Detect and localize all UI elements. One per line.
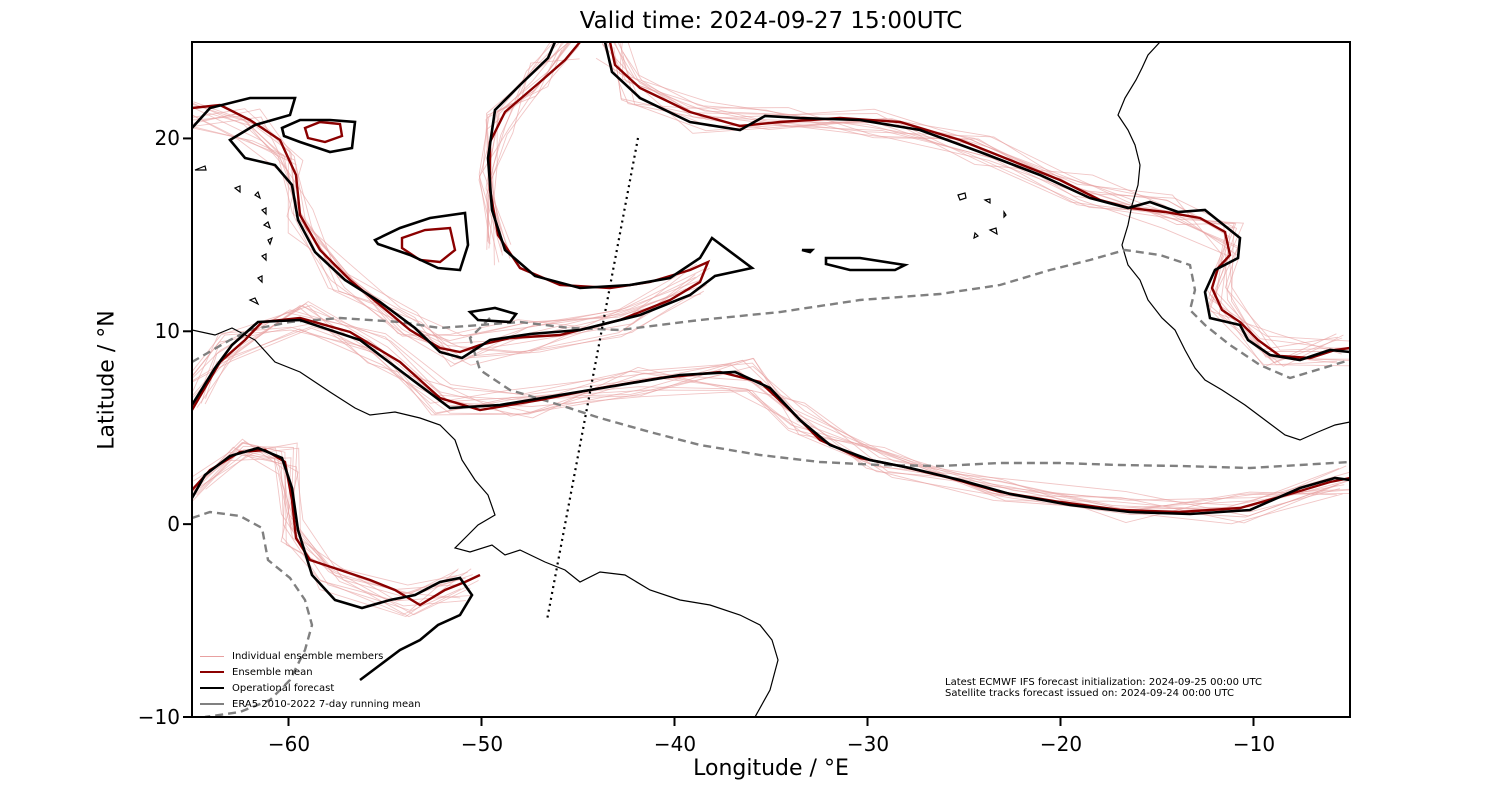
y-tick-label: 0: [167, 512, 180, 536]
caribbean-islands: [194, 165, 274, 306]
ensemble-member-contour: [192, 441, 457, 586]
coastline-south-america: [192, 327, 779, 717]
legend-swatch: [200, 655, 224, 657]
ensemble-member-contour: [192, 322, 1350, 513]
operational-contour-north2: [603, 42, 1350, 362]
forecast-init-text: Latest ECMWF IFS forecast initialization…: [945, 677, 1262, 688]
ensemble-member-contour: [478, 49, 563, 263]
satellite-track: [545, 137, 640, 621]
ensemble-member-contour: [487, 42, 551, 242]
ensemble-member-contour: [192, 102, 687, 337]
ensemble-member-contour: [192, 438, 462, 615]
x-tick-label: −20: [1039, 732, 1083, 756]
legend-label: Individual ensemble members: [232, 650, 384, 662]
legend-label: Operational forecast: [232, 682, 335, 694]
ensemble-mean-contour-south: [192, 448, 481, 607]
ensemble-member-contour: [193, 447, 472, 617]
ensemble-member-contour: [192, 442, 471, 616]
ensemble-member-contour: [612, 42, 1338, 350]
ensemble-member-contour: [204, 300, 1338, 517]
y-axis-label: Latitude / °N: [94, 310, 120, 450]
ensemble-member-contour: [199, 454, 461, 599]
ensemble-member-contour: [192, 328, 1343, 525]
satellite-issue-text: Satellite tracks forecast issued on: 202…: [945, 688, 1234, 699]
ensemble-member-contour: [192, 115, 702, 337]
ensemble-member-contour: [192, 125, 702, 344]
ensemble-member-contour: [196, 445, 479, 618]
ensemble-member-contour: [601, 42, 1343, 364]
x-tick-label: −10: [1232, 732, 1276, 756]
ensemble-member-contour: [595, 57, 1337, 368]
ensemble-member-contour: [621, 55, 1350, 362]
coastline-africa: [1117, 42, 1350, 441]
ensemble-member-contour: [192, 304, 1350, 523]
legend-swatch: [200, 687, 224, 689]
legend-label: Ensemble mean: [232, 666, 313, 678]
legend-item-era5: ERA5 2010-2022 7-day running mean: [200, 696, 421, 712]
ensemble-member-contour: [192, 327, 1350, 511]
x-tick-label: −40: [653, 732, 697, 756]
ensemble-member-contour: [619, 42, 1342, 355]
legend: Individual ensemble members Ensemble mea…: [200, 648, 421, 712]
legend-label: ERA5 2010-2022 7-day running mean: [232, 698, 421, 710]
y-tick-label: 20: [154, 126, 180, 150]
legend-item-ensemble-members: Individual ensemble members: [200, 648, 421, 664]
operational-contour-north: [192, 42, 756, 360]
ensemble-member-contour: [192, 329, 1350, 518]
ensemble-member-contour: [614, 56, 1350, 351]
ensemble-member-contour: [486, 42, 570, 259]
ensemble-member-contour: [192, 305, 1345, 506]
ensemble-member-contour: [200, 309, 1341, 513]
ensemble-member-contour: [627, 42, 1350, 367]
ensemble-member-contour: [619, 42, 1350, 352]
operational-contour-itcz: [192, 318, 1350, 516]
ensemble-member-contour: [192, 450, 472, 602]
ensemble-member-contour: [192, 114, 705, 358]
era5-contour-north: [192, 248, 1350, 380]
legend-swatch: [200, 703, 224, 705]
axis-ticks: [183, 137, 1255, 726]
y-tick-label: −10: [137, 705, 180, 729]
era5-contour-itcz: [468, 317, 1350, 470]
y-tick-label: 10: [154, 319, 180, 343]
x-tick-label: −50: [460, 732, 504, 756]
x-tick-label: −60: [267, 732, 311, 756]
operational-contour-closed: [280, 118, 910, 324]
cape-verde-islands: [957, 192, 1007, 240]
ensemble-member-contour: [486, 42, 569, 250]
operational-contour-south: [192, 446, 474, 682]
ensemble-mean-contour-closed: [303, 120, 457, 264]
era5-contour-south: [192, 510, 314, 717]
ensemble-member-contour: [192, 312, 1337, 512]
legend-item-ensemble-mean: Ensemble mean: [200, 664, 421, 680]
ensemble-member-contour: [202, 113, 698, 353]
legend-item-operational: Operational forecast: [200, 680, 421, 696]
ensemble-member-contour: [205, 326, 1350, 501]
chart-title: Valid time: 2024-09-27 15:00UTC: [579, 8, 963, 34]
legend-swatch: [200, 671, 224, 673]
ensemble-member-contour: [614, 42, 1344, 351]
ensemble-member-contour: [488, 42, 570, 249]
x-tick-label: −30: [846, 732, 890, 756]
forecast-info: Latest ECMWF IFS forecast initialization…: [945, 677, 1262, 699]
x-axis-label: Longitude / °E: [693, 756, 849, 781]
ensemble-member-contour: [194, 303, 1350, 516]
ensemble-member-contour: [192, 108, 689, 366]
plot-frame: [191, 41, 1351, 718]
ensemble-member-contour: [192, 447, 473, 602]
ensemble-member-contour: [622, 51, 1350, 342]
